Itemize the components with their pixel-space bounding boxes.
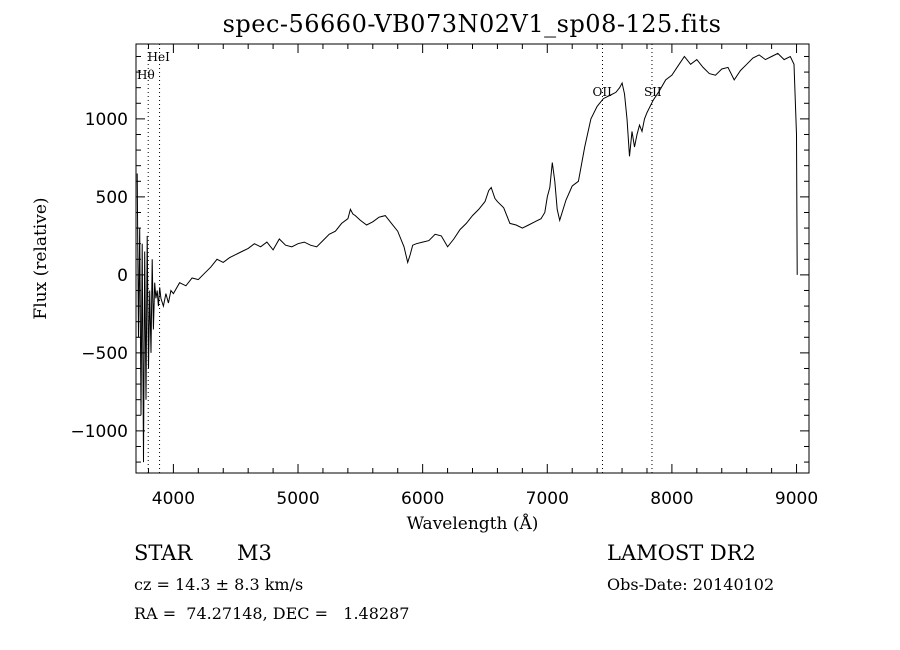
plot-border — [135, 43, 810, 474]
object-subclass: M3 — [237, 541, 272, 565]
x-axis-label: Wavelength (Å) — [407, 513, 539, 534]
reference-lines: HeI Hθ OII SII — [137, 44, 662, 473]
x-tick-label: 4000 — [152, 489, 195, 509]
redshift-cz: cz = 14.3 ± 8.3 km/s — [134, 575, 304, 594]
reference-line-label: HeI — [148, 50, 171, 64]
coordinates: RA = 74.27148, DEC = 1.48287 — [134, 604, 410, 623]
object-class: STAR — [134, 541, 193, 565]
spectrum-series — [136, 52, 798, 463]
reference-line-label: OII — [592, 85, 612, 99]
y-tick-label: 500 — [96, 188, 128, 208]
chart-title: spec-56660-VB073N02V1_sp08-125.fits — [222, 10, 722, 38]
observation-date: Obs-Date: 20140102 — [607, 575, 775, 594]
x-tick-label: 9000 — [775, 489, 818, 509]
survey-label: LAMOST DR2 — [607, 541, 756, 565]
y-tick-label: −1000 — [70, 422, 128, 442]
x-tick-label: 5000 — [276, 489, 319, 509]
y-tick-label: 1000 — [85, 110, 128, 130]
y-tick-label: −500 — [81, 344, 128, 364]
y-tick-label: 0 — [117, 266, 128, 286]
x-tick-label: 7000 — [526, 489, 569, 509]
y-axis-ticks: −1000 −500 0 500 1000 — [70, 55, 809, 463]
plot-frame — [135, 43, 810, 474]
reference-line-label: SII — [644, 85, 662, 99]
x-tick-label: 8000 — [650, 489, 693, 509]
y-axis-label: Flux (relative) — [31, 197, 51, 319]
reference-line-label: Hθ — [137, 68, 155, 82]
axis-labels: Wavelength (Å) Flux (relative) — [31, 197, 538, 534]
spectrum-line — [136, 52, 798, 463]
x-axis-ticks: 4000 5000 6000 7000 8000 9000 — [147, 44, 818, 509]
x-tick-label: 6000 — [401, 489, 444, 509]
